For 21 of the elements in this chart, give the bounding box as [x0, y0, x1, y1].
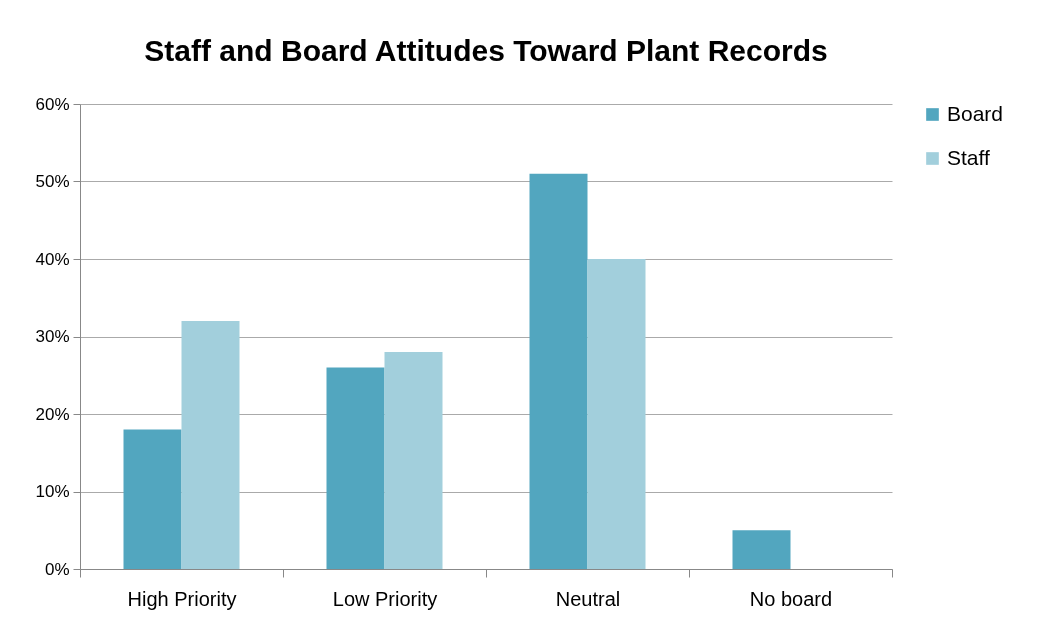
chart-title: Staff and Board Attitudes Toward Plant Records: [144, 34, 828, 67]
legend-label: Board: [947, 101, 1004, 125]
y-tick-label: 20%: [35, 404, 70, 424]
bar: [181, 321, 240, 569]
x-tick-label: Neutral: [555, 587, 621, 610]
bar: [587, 259, 646, 569]
y-tick-label: 50%: [35, 172, 70, 191]
y-tick-label: 30%: [35, 327, 70, 346]
bar: [732, 530, 791, 569]
x-tick-label: High Priority: [127, 587, 237, 610]
bar: [384, 352, 443, 569]
bar: [123, 429, 182, 569]
legend-label: Staff: [947, 145, 990, 169]
y-tick-label: 10%: [35, 482, 70, 501]
bar: [529, 173, 588, 569]
x-tick-label: Low Priority: [332, 587, 438, 610]
y-tick-label: 0%: [44, 559, 70, 579]
y-tick-label: 40%: [35, 249, 70, 269]
y-tick-label: 60%: [35, 94, 70, 114]
x-tick-label: No board: [749, 587, 833, 610]
bar: [326, 367, 385, 569]
